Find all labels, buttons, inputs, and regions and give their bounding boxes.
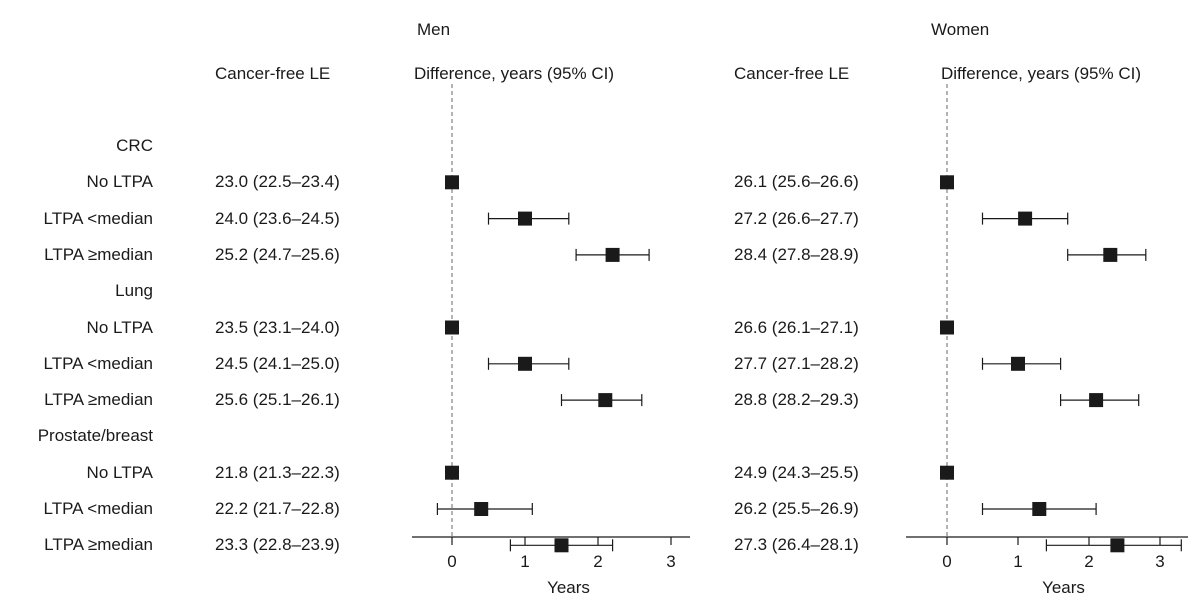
women-estimate-marker [1032, 502, 1047, 516]
women-le-value: 28.8 (28.2–29.3) [734, 390, 859, 410]
men-le-value: 24.0 (23.6–24.5) [215, 208, 340, 228]
men-le-value: 25.2 (24.7–25.6) [215, 244, 340, 264]
men-le-header: Cancer-free LE [215, 64, 331, 83]
row-label: LTPA <median [43, 353, 153, 373]
row-label: No LTPA [86, 317, 153, 337]
row-label: No LTPA [86, 462, 153, 482]
men-x-axis-label: Years [547, 578, 590, 593]
row-label: LTPA ≥median [44, 244, 153, 264]
men-estimate-marker [554, 538, 569, 553]
women-x-tick-label: 0 [942, 552, 951, 571]
women-le-value: 27.3 (26.4–28.1) [734, 535, 859, 555]
women-estimate-marker [1089, 393, 1104, 408]
women-le-value: 27.2 (26.6–27.7) [734, 208, 859, 228]
men-estimate-marker [445, 465, 459, 480]
row-label: LTPA ≥median [44, 535, 153, 555]
women-diff-header: Difference, years (95% CI) [941, 64, 1141, 83]
men-estimate-marker [605, 247, 620, 262]
group-label-0: CRC [116, 136, 153, 155]
women-estimate-marker [940, 320, 954, 335]
men-le-value: 25.6 (25.1–26.1) [215, 390, 340, 410]
men-estimate-marker [474, 502, 489, 516]
women-le-value: 28.4 (27.8–28.9) [734, 244, 859, 264]
men-x-tick-label: 2 [593, 552, 602, 571]
men-x-tick-label: 1 [520, 552, 529, 571]
women-x-tick-label: 2 [1084, 552, 1093, 571]
women-x-tick-label: 1 [1013, 552, 1022, 571]
men-diff-header: Difference, years (95% CI) [414, 64, 614, 83]
men-estimate-marker [518, 356, 532, 371]
men-x-tick-label: 0 [447, 552, 456, 571]
men-le-value: 23.3 (22.8–23.9) [215, 535, 340, 555]
row-label: LTPA <median [43, 208, 153, 228]
row-label: LTPA <median [43, 499, 153, 518]
women-le-value: 27.7 (27.1–28.2) [734, 353, 859, 373]
group-label-2: Prostate/breast [37, 426, 153, 446]
women-estimate-marker [940, 465, 954, 480]
men-estimate-marker [518, 211, 532, 226]
women-x-tick-label: 3 [1155, 552, 1164, 571]
row-label: No LTPA [86, 172, 153, 192]
women-le-value: 26.1 (25.6–26.6) [734, 172, 859, 192]
women-le-value: 24.9 (24.3–25.5) [734, 462, 859, 482]
women-le-header: Cancer-free LE [734, 64, 850, 83]
group-label-1: Lung [115, 281, 153, 301]
men-estimate-marker [445, 175, 459, 190]
women-estimate-marker [940, 175, 954, 190]
women-estimate-marker [1103, 247, 1118, 262]
women-le-value: 26.6 (26.1–27.1) [734, 317, 859, 337]
men-le-value: 21.8 (21.3–22.3) [215, 462, 340, 482]
men-estimate-marker [445, 320, 459, 335]
men-le-value: 24.5 (24.1–25.0) [215, 353, 340, 373]
panel-title-men: Men [417, 20, 451, 39]
men-le-value: 23.5 (23.1–24.0) [215, 317, 340, 337]
panel-title-women: Women [931, 20, 990, 39]
women-le-value: 26.2 (25.5–26.9) [734, 499, 859, 518]
men-x-tick-label: 3 [666, 552, 675, 571]
women-estimate-marker [1011, 356, 1025, 371]
women-estimate-marker [1018, 211, 1033, 226]
women-x-axis-label: Years [1042, 578, 1085, 593]
men-le-value: 23.0 (22.5–23.4) [215, 172, 340, 192]
row-label: LTPA ≥median [44, 390, 153, 410]
women-estimate-marker [1110, 538, 1125, 553]
men-le-value: 22.2 (21.7–22.8) [215, 499, 340, 518]
men-estimate-marker [598, 393, 613, 408]
